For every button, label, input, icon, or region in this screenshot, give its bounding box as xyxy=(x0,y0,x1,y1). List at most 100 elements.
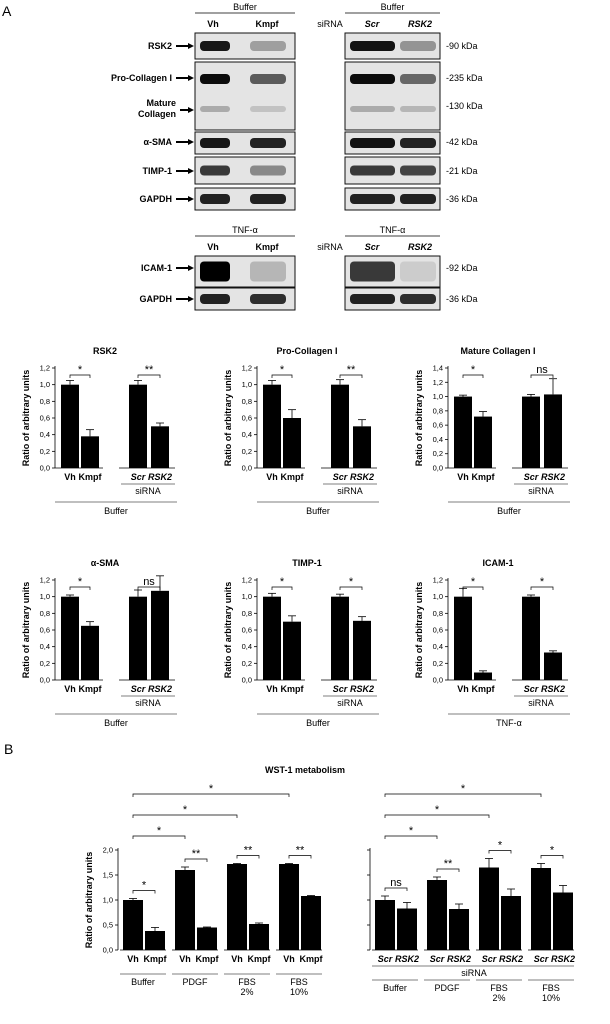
y-tick-label: 0,6 xyxy=(40,414,50,423)
blot-band xyxy=(350,165,395,176)
bar xyxy=(353,620,371,680)
bar xyxy=(454,596,472,680)
x-category-label: Vh xyxy=(457,684,469,694)
blot-band xyxy=(400,41,436,51)
significance-label: * xyxy=(157,825,162,837)
bar xyxy=(249,924,269,950)
y-tick-label: 0,8 xyxy=(40,609,50,618)
x-category-label: RSK2 xyxy=(148,472,172,482)
blot-band xyxy=(350,106,395,112)
chart-ylabel: Ratio of arbitrary units xyxy=(84,852,94,949)
blot-row-label: TIMP-1 xyxy=(142,166,172,176)
blot-band xyxy=(200,261,230,282)
x-category-label: Vh xyxy=(266,472,278,482)
significance-label: * xyxy=(142,880,147,892)
blot-arrow-head xyxy=(188,296,194,302)
condition-label: Buffer xyxy=(104,506,128,516)
x-category-label: Scr xyxy=(131,472,146,482)
bar xyxy=(397,908,417,950)
bar xyxy=(283,418,301,468)
x-category-label: Scr xyxy=(430,954,445,964)
x-category-label: Vh xyxy=(457,472,469,482)
bar xyxy=(449,909,469,950)
blot-band xyxy=(350,41,395,51)
significance-bracket xyxy=(384,835,438,839)
bar xyxy=(227,864,247,950)
condition-label: TNF-α xyxy=(496,718,522,728)
kda-marker: -36 kDa xyxy=(446,194,478,204)
y-tick-label: 1,0 xyxy=(433,592,443,601)
x-category-label: Kmpf xyxy=(144,954,168,964)
y-tick-label: 0,4 xyxy=(433,642,443,651)
significance-label: ns xyxy=(536,364,548,376)
x-category-label: Kmpf xyxy=(472,684,496,694)
significance-label: * xyxy=(550,845,555,857)
blot-band xyxy=(350,74,395,84)
y-tick-label: 0,8 xyxy=(40,397,50,406)
x-category-label: Kmpf xyxy=(248,954,272,964)
lane-label-rsk2: RSK2 xyxy=(408,242,432,252)
significance-bracket xyxy=(540,855,564,859)
blot-strip-right xyxy=(344,61,441,131)
blot-row-label: GAPDH xyxy=(139,194,172,204)
group-label-sirna: siRNA xyxy=(135,698,161,708)
blot-left-condition-bottom: TNF-α xyxy=(232,225,258,235)
kda-marker: -90 kDa xyxy=(446,41,478,51)
bar xyxy=(279,864,299,950)
y-tick-label: 1,2 xyxy=(40,364,50,373)
kda-marker: -36 kDa xyxy=(446,294,478,304)
blot-band xyxy=(400,194,436,204)
chart-title: WST-1 metabolism xyxy=(265,765,345,775)
significance-label: ** xyxy=(145,364,154,376)
blot-band xyxy=(250,194,286,204)
blot-strip-left xyxy=(194,187,296,211)
blot-band xyxy=(400,261,436,282)
blot-arrow-head xyxy=(188,43,194,49)
significance-bracket xyxy=(384,887,408,891)
group-label: 2% xyxy=(240,987,253,997)
kda-marker: -92 kDa xyxy=(446,263,478,273)
significance-label: * xyxy=(435,804,440,816)
x-category-label: Scr xyxy=(524,684,539,694)
blot-band xyxy=(200,138,230,148)
blot-band xyxy=(350,261,395,282)
x-category-label: RSK2 xyxy=(541,472,565,482)
group-label: FBS xyxy=(290,977,308,987)
x-category-label: Scr xyxy=(378,954,393,964)
x-category-label: Vh xyxy=(283,954,295,964)
bar xyxy=(175,870,195,950)
lane-label-kmpf: Kmpf xyxy=(256,19,280,29)
y-tick-label: 0,8 xyxy=(242,397,252,406)
x-category-label: Vh xyxy=(179,954,191,964)
significance-label: * xyxy=(471,364,476,376)
blot-band xyxy=(400,165,436,176)
x-category-label: Kmpf xyxy=(79,472,103,482)
blot-band xyxy=(400,106,436,112)
significance-bracket xyxy=(184,858,208,862)
blot-band xyxy=(400,138,436,148)
blot-strip-left xyxy=(194,287,296,311)
y-tick-label: 0,0 xyxy=(103,946,113,955)
condition-label: Buffer xyxy=(306,506,330,516)
significance-label: ns xyxy=(390,877,402,889)
kda-marker: -235 kDa xyxy=(446,73,483,83)
y-tick-label: 0,2 xyxy=(433,659,443,668)
lane-label-vh: Vh xyxy=(207,19,219,29)
x-category-label: Scr xyxy=(524,472,539,482)
y-tick-label: 0,6 xyxy=(242,626,252,635)
y-tick-label: 0,0 xyxy=(40,676,50,685)
y-tick-label: 0,2 xyxy=(242,659,252,668)
y-tick-label: 0,0 xyxy=(433,676,443,685)
group-label: Buffer xyxy=(383,983,407,993)
group-label: Buffer xyxy=(131,977,155,987)
bar xyxy=(129,384,147,468)
y-tick-label: 0,4 xyxy=(433,435,443,444)
significance-bracket xyxy=(132,793,290,797)
significance-bracket xyxy=(137,374,161,378)
blot-arrow-head xyxy=(188,75,194,81)
x-category-label: RSK2 xyxy=(395,954,419,964)
bar xyxy=(544,394,562,468)
x-category-label: RSK2 xyxy=(541,684,565,694)
significance-label: ** xyxy=(296,845,305,857)
